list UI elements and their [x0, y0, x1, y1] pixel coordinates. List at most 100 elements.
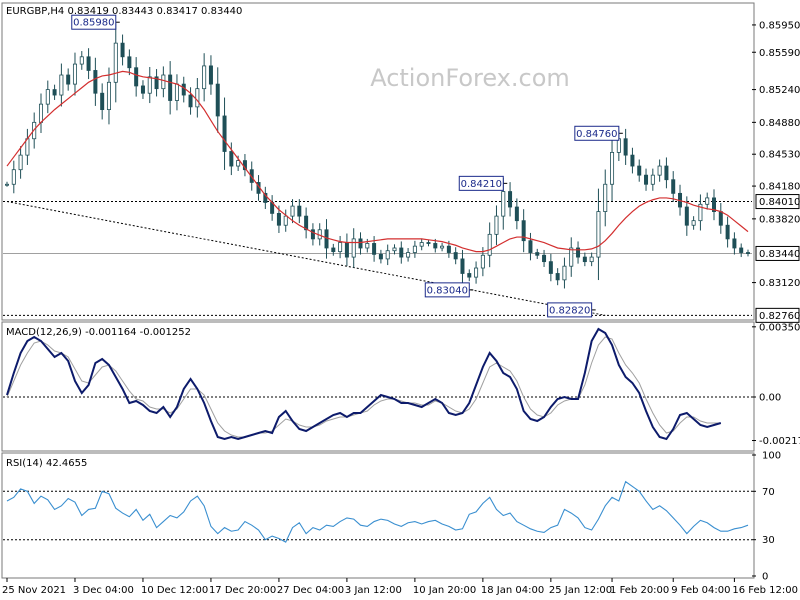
candle-body [18, 154, 23, 171]
candle-body [603, 183, 608, 212]
rsi-label: RSI(14) 42.4655 [6, 458, 87, 469]
candle-body [569, 247, 574, 267]
candle-body [358, 238, 363, 249]
candle-body [127, 56, 132, 69]
candle-body [508, 191, 513, 208]
price-layer: 0.85980 0.84210 0.83040 0.84760 0.82820 [3, 14, 752, 318]
candle-body [555, 273, 560, 281]
moving-average-line [6, 70, 749, 253]
candle-body [195, 88, 200, 108]
rsi-y-tick-label: 0 [762, 572, 768, 583]
candle-body [399, 247, 404, 258]
price-axis-marker-box [755, 307, 800, 323]
price-y-tick-label: 0.85590 [759, 48, 800, 59]
candle-body [174, 83, 179, 101]
candle-body [528, 240, 533, 253]
candle-body [453, 252, 458, 260]
candle-body [712, 197, 717, 212]
candle-body [113, 42, 118, 83]
x-axis-label: 16 Feb 12:00 [732, 585, 798, 596]
annotation-label: 0.82820 [549, 305, 590, 316]
candle-body [433, 243, 438, 249]
candle-body [208, 65, 213, 85]
candle-body [406, 252, 411, 258]
x-axis-label: 3 Jan 12:00 [345, 585, 402, 596]
candle-body [106, 81, 111, 111]
candle-body [304, 215, 309, 231]
candle-body [746, 252, 751, 254]
candle-body [11, 169, 16, 185]
candle-body [161, 74, 166, 90]
annotation-label: 0.84210 [461, 179, 502, 190]
candle-body [344, 242, 349, 258]
price-y-tick-label: 0.85240 [759, 85, 800, 96]
candle-body [392, 247, 397, 252]
rsi-y-tick-label: 30 [762, 535, 775, 546]
candle-body [671, 179, 676, 194]
rsi-line [6, 480, 749, 543]
annotation-box [574, 125, 620, 141]
price-axis-marker-box [755, 245, 800, 261]
candle-body [467, 273, 472, 278]
candle-body [718, 211, 723, 226]
candle-body [501, 191, 506, 217]
candle-body [5, 183, 10, 186]
x-axis-label: 9 Feb 04:00 [671, 585, 730, 596]
candle-body [276, 212, 281, 226]
candle-body [229, 151, 234, 167]
axis-layer: 0.85950 0.85590 0.85240 0.84880 0.84530 0.841… [2, 20, 800, 596]
rsi-y-tick-label: 70 [762, 487, 775, 498]
price-y-tick-label: 0.84180 [759, 182, 800, 193]
macd-y-tick-label: -0.002176 [759, 436, 800, 447]
candle-body [582, 256, 587, 263]
candle-body [290, 205, 295, 217]
candle-body [283, 215, 288, 226]
macd-y-tick-label: 0.003509 [759, 322, 800, 333]
candle-body [263, 192, 268, 203]
candle-body [181, 83, 186, 96]
price-axis-marker-label: 0.84010 [759, 197, 800, 208]
candle-body [154, 76, 159, 90]
annotation-box [71, 14, 117, 30]
watermark: ActionForex.com [370, 64, 570, 92]
candle-body [480, 254, 485, 269]
annotation-box [424, 282, 470, 298]
candle-body [596, 211, 601, 258]
candle-body [45, 89, 50, 105]
candle-body [79, 56, 84, 65]
candle-body [487, 233, 492, 256]
candle-body [188, 94, 193, 108]
macd-label: MACD(12,26,9) -0.001164 -0.001252 [6, 327, 191, 338]
annotation-label: 0.84760 [576, 129, 617, 140]
x-axis-label: 17 Dec 20:00 [209, 585, 276, 596]
price-y-tick-label: 0.83120 [759, 278, 800, 289]
candle-body [52, 89, 57, 96]
candle-body [66, 74, 71, 85]
x-axis-label: 10 Jan 20:00 [413, 585, 476, 596]
candle-body [351, 238, 356, 258]
candle-body [576, 247, 581, 258]
price-y-tick-label: 0.84880 [759, 118, 800, 129]
candle-body [542, 254, 547, 263]
candle-body [589, 256, 594, 263]
price-axis-marker-box [755, 194, 800, 210]
candle-body [657, 165, 662, 176]
candle-body [535, 252, 540, 256]
candle-body [236, 160, 241, 167]
price-axis-marker-label: 0.82760 [759, 311, 800, 322]
candle-body [86, 56, 91, 71]
candle-body [474, 267, 479, 278]
macd-signal-line [6, 336, 721, 438]
candle-body [140, 85, 145, 94]
candle-body [664, 165, 669, 181]
candle-body [623, 138, 628, 156]
candle-body [739, 247, 744, 253]
candle-body [120, 42, 125, 58]
candle-body [426, 242, 431, 244]
candle-body [650, 174, 655, 185]
candle-body [610, 151, 615, 185]
rsi-panel-frame [1, 452, 755, 579]
annotation-box [458, 175, 504, 191]
candle-body [59, 74, 64, 96]
